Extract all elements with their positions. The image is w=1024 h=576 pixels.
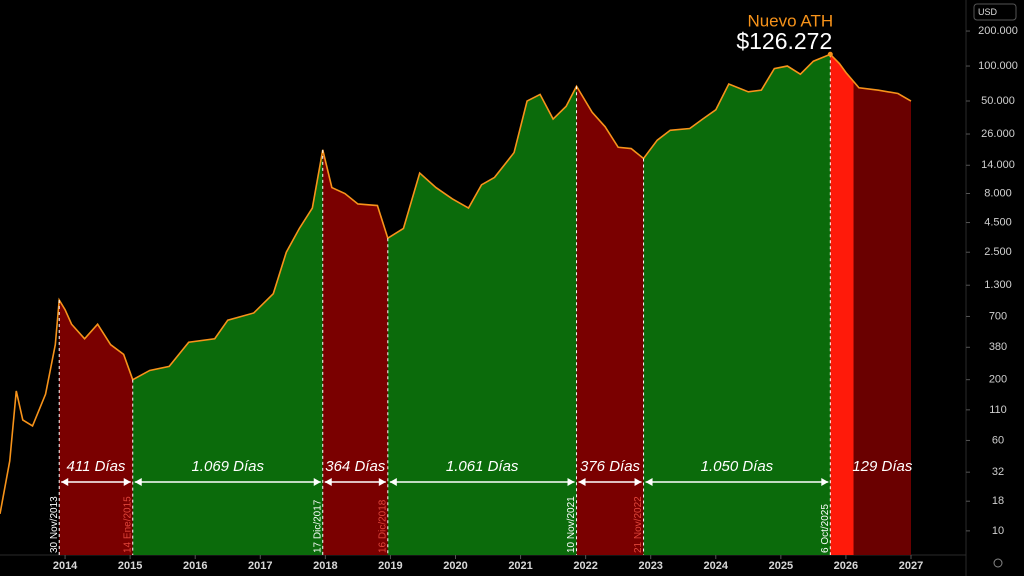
region <box>830 54 854 555</box>
y-tick-label: 14.000 <box>981 159 1015 171</box>
y-tick-label: 32 <box>992 466 1004 478</box>
span-label: 1.050 Días <box>701 458 774 475</box>
boundary-date: 10 Nov/2021 <box>566 496 577 553</box>
x-tick-label: 2015 <box>118 560 142 572</box>
y-tick-label: 700 <box>989 310 1007 322</box>
currency-box[interactable] <box>973 3 1017 21</box>
x-tick-label: 2027 <box>899 560 923 572</box>
span-label: 411 Días <box>67 458 126 475</box>
y-tick-label: 200 <box>989 374 1007 386</box>
y-tick-label: 50.000 <box>981 95 1015 107</box>
arrow-head <box>61 478 131 486</box>
y-tick-label: 2.500 <box>984 246 1012 258</box>
span-label: 376 Días <box>580 458 641 475</box>
x-tick-label: 2025 <box>769 560 793 572</box>
span-label: 1.061 Días <box>446 458 519 475</box>
y-tick-label: 18 <box>992 495 1004 507</box>
boundary-date: 21 Nov/2022 <box>633 496 644 553</box>
span-label: 129 Días <box>852 458 913 475</box>
y-tick-label: 10 <box>992 525 1004 537</box>
boundary-date: 17 Dic/2017 <box>312 499 323 553</box>
x-tick-label: 2026 <box>834 560 858 572</box>
x-tick-label: 2018 <box>313 560 337 572</box>
arrow-head <box>578 478 642 486</box>
x-tick-label: 2019 <box>378 560 402 572</box>
y-tick-label: 200.000 <box>978 25 1018 37</box>
y-tick-label: 26.000 <box>981 128 1015 140</box>
currency[interactable]: USD <box>978 7 998 17</box>
boundary-date: 16 Dic/2018 <box>377 499 388 553</box>
y-tick-label: 60 <box>992 434 1004 446</box>
y-tick-label: 110 <box>989 404 1007 416</box>
boundary-date: 30 Nov/2013 <box>49 496 60 553</box>
span-label: 1.069 Días <box>191 458 264 475</box>
ath-point <box>827 51 833 57</box>
y-tick-label: 380 <box>989 341 1007 353</box>
y-tick-label: 8.000 <box>984 187 1012 199</box>
x-tick-label: 2014 <box>53 560 78 572</box>
y-tick-label: 1.300 <box>984 279 1012 291</box>
x-tick-label: 2023 <box>638 560 662 572</box>
span-label: 364 Días <box>325 458 386 475</box>
y-tick-label: 4.500 <box>984 216 1012 228</box>
boundary-date: 14 Ene/2015 <box>122 496 133 553</box>
settings-icon[interactable] <box>993 558 1003 568</box>
region <box>643 54 831 555</box>
x-tick-label: 2021 <box>508 560 532 572</box>
y-tick-label: 100.000 <box>978 60 1018 72</box>
ath-title: Nuevo ATH <box>747 11 833 30</box>
x-tick-label: 2024 <box>704 560 729 572</box>
region <box>853 54 911 555</box>
ath-label: $126.272 <box>736 28 832 54</box>
x-tick-label: 2016 <box>183 560 207 572</box>
x-tick-label: 2022 <box>573 560 597 572</box>
x-tick-label: 2017 <box>248 560 272 572</box>
price-line <box>0 53 912 515</box>
arrow-head <box>324 478 386 486</box>
x-tick-label: 2020 <box>443 560 467 572</box>
boundary-date: 6 Oct/2025 <box>820 504 831 553</box>
